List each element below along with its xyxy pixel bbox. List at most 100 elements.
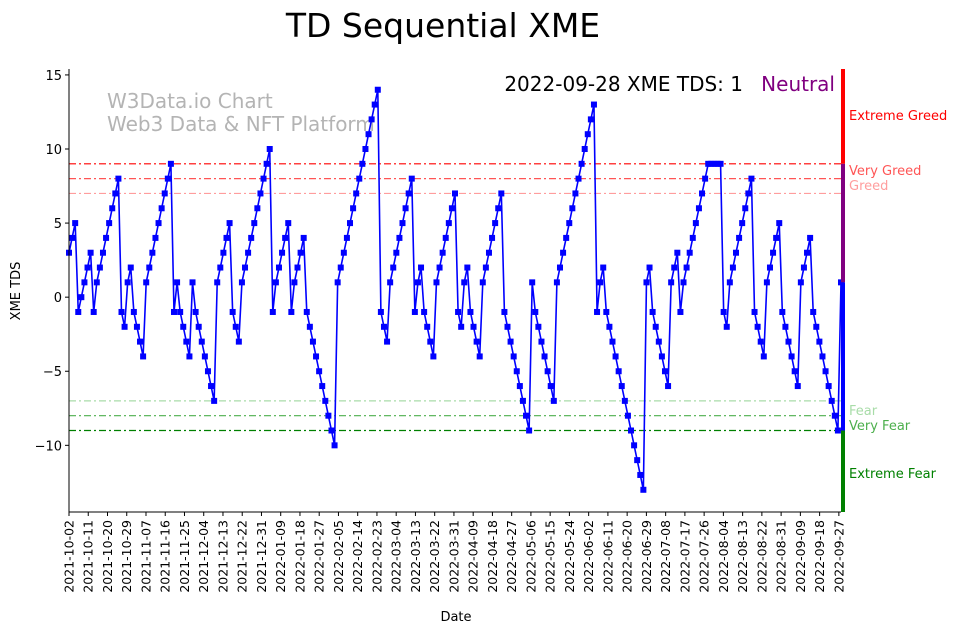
data-point: [831, 412, 838, 419]
data-point: [513, 368, 520, 375]
label-very-fear: Very Fear: [849, 419, 911, 434]
data-point: [380, 323, 387, 330]
data-point: [776, 220, 783, 227]
data-point: [578, 160, 585, 167]
chart-title: TD Sequential XME: [285, 6, 600, 45]
data-point: [807, 234, 814, 241]
data-point: [439, 249, 446, 256]
data-point: [112, 190, 119, 197]
data-point: [229, 308, 236, 315]
data-point: [523, 412, 530, 419]
data-point: [825, 383, 832, 390]
data-point: [306, 323, 313, 330]
data-point: [615, 368, 622, 375]
data-point: [510, 353, 517, 360]
data-point: [782, 323, 789, 330]
x-tick-label: 2022-09-27: [831, 520, 846, 593]
data-point: [674, 249, 681, 256]
x-tick-label: 2022-04-27: [504, 520, 519, 593]
data-point: [418, 264, 425, 271]
data-point: [279, 249, 286, 256]
y-axis-label: XME TDS: [9, 262, 24, 321]
data-point: [757, 338, 764, 345]
data-point: [442, 234, 449, 241]
data-point: [516, 383, 523, 390]
data-point: [723, 323, 730, 330]
data-point: [634, 457, 641, 464]
data-point: [810, 308, 817, 315]
data-point: [544, 368, 551, 375]
data-point: [788, 353, 795, 360]
data-point: [773, 234, 780, 241]
data-point: [201, 353, 208, 360]
data-point: [313, 353, 320, 360]
data-point: [597, 279, 604, 286]
data-point: [371, 101, 378, 108]
data-point: [291, 279, 298, 286]
data-point: [424, 323, 431, 330]
status-date-text: 2022-09-28 XME TDS: 1: [504, 72, 743, 96]
data-point: [834, 427, 841, 434]
data-point: [461, 279, 468, 286]
axes: [68, 69, 841, 513]
data-point: [535, 323, 542, 330]
data-point: [72, 220, 79, 227]
data-point: [294, 264, 301, 271]
status-readout: 2022-09-28 XME TDS: 1 Neutral: [504, 72, 835, 96]
data-point: [90, 308, 97, 315]
data-point: [214, 279, 221, 286]
data-point: [699, 190, 706, 197]
data-point: [763, 279, 770, 286]
data-point: [804, 249, 811, 256]
data-point: [192, 308, 199, 315]
data-point: [186, 353, 193, 360]
data-point: [300, 234, 307, 241]
gauge-extreme-fear: [841, 430, 845, 512]
data-point: [103, 234, 110, 241]
x-tick-label: 2022-05-15: [543, 520, 558, 593]
data-point: [109, 205, 116, 212]
data-point: [377, 308, 384, 315]
data-point: [204, 368, 211, 375]
data-point: [368, 116, 375, 123]
data-point: [720, 308, 727, 315]
data-point: [396, 234, 403, 241]
data-point: [587, 116, 594, 123]
data-point: [637, 471, 644, 478]
data-point: [766, 264, 773, 271]
data-point: [726, 279, 733, 286]
data-point: [149, 249, 156, 256]
data-point: [254, 205, 261, 212]
data-point: [411, 308, 418, 315]
data-point: [325, 412, 332, 419]
data-point: [655, 338, 662, 345]
data-point: [519, 397, 526, 404]
y-tick-label: −10: [35, 439, 62, 454]
gauge-extreme-greed: [841, 69, 845, 164]
x-tick-label: 2022-01-09: [273, 520, 288, 593]
data-point: [563, 234, 570, 241]
gauge-neutral-band: [841, 282, 845, 431]
data-point: [211, 397, 218, 404]
data-point: [137, 338, 144, 345]
data-point: [668, 279, 675, 286]
y-ticks: −10 −5 0 5 10 15: [35, 69, 69, 454]
x-tick-label: 2021-11-07: [138, 520, 153, 593]
data-point: [748, 175, 755, 182]
data-point: [167, 160, 174, 167]
data-point: [652, 323, 659, 330]
data-point: [78, 294, 85, 301]
data-point: [328, 427, 335, 434]
x-tick-label: 2022-08-31: [774, 520, 789, 593]
data-point: [356, 175, 363, 182]
data-point: [106, 220, 113, 227]
data-point: [272, 279, 279, 286]
data-point: [448, 205, 455, 212]
data-point: [362, 146, 369, 153]
data-point: [405, 190, 412, 197]
y-tick-label: 10: [45, 143, 62, 158]
data-point: [791, 368, 798, 375]
data-point: [118, 308, 125, 315]
data-point: [161, 190, 168, 197]
data-point: [322, 397, 329, 404]
